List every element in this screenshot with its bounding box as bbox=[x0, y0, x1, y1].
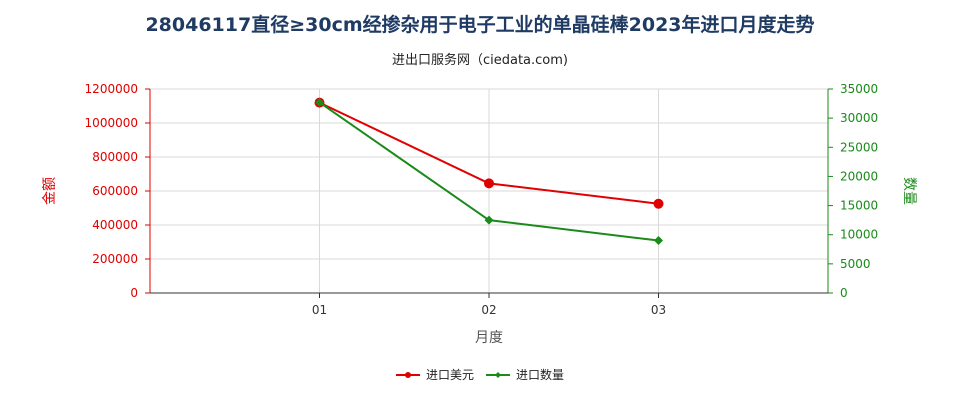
right-tick-label: 15000 bbox=[840, 199, 878, 213]
left-tick-label: 600000 bbox=[92, 184, 138, 198]
left-tick-label: 1200000 bbox=[85, 82, 138, 96]
left-tick-label: 800000 bbox=[92, 150, 138, 164]
right-tick-label: 20000 bbox=[840, 169, 878, 183]
legend-label: 进口数量 bbox=[516, 367, 564, 382]
data-point bbox=[653, 198, 664, 209]
tick-labels: 0200000400000600000800000100000012000000… bbox=[85, 82, 879, 317]
legend-marker bbox=[405, 372, 411, 378]
left-tick-label: 400000 bbox=[92, 218, 138, 232]
x-tick-label: 02 bbox=[481, 303, 496, 317]
legend: 进口美元 进口数量 bbox=[396, 367, 564, 382]
left-tick-label: 1000000 bbox=[85, 116, 138, 130]
left-tick-label: 200000 bbox=[92, 252, 138, 266]
right-axis-title: 数量 bbox=[901, 177, 917, 205]
grid-lines bbox=[150, 88, 828, 293]
right-tick-label: 35000 bbox=[840, 82, 878, 96]
legend-label: 进口美元 bbox=[426, 368, 474, 382]
chart-title: 28046117直径≥30cm经掺杂用于电子工业的单晶硅棒2023年进口月度走势 bbox=[145, 14, 815, 36]
right-tick-label: 10000 bbox=[840, 228, 878, 242]
legend-marker bbox=[495, 372, 501, 378]
data-point bbox=[484, 215, 494, 225]
data-point bbox=[484, 178, 494, 189]
left-axis-title: 金额 bbox=[42, 177, 58, 205]
right-tick-label: 0 bbox=[840, 286, 848, 300]
right-tick-label: 30000 bbox=[840, 111, 878, 125]
right-tick-label: 5000 bbox=[840, 257, 871, 271]
x-tick-label: 03 bbox=[651, 303, 666, 317]
x-axis-title: 月度 bbox=[475, 330, 503, 346]
series-layer bbox=[314, 97, 664, 246]
axes bbox=[145, 88, 833, 298]
right-tick-label: 25000 bbox=[840, 140, 878, 154]
x-tick-label: 01 bbox=[312, 303, 327, 317]
data-point bbox=[315, 97, 324, 107]
left-tick-label: 0 bbox=[130, 286, 138, 300]
chart-subtitle: 进出口服务网（ciedata.com) bbox=[391, 53, 568, 68]
data-point bbox=[654, 236, 663, 246]
